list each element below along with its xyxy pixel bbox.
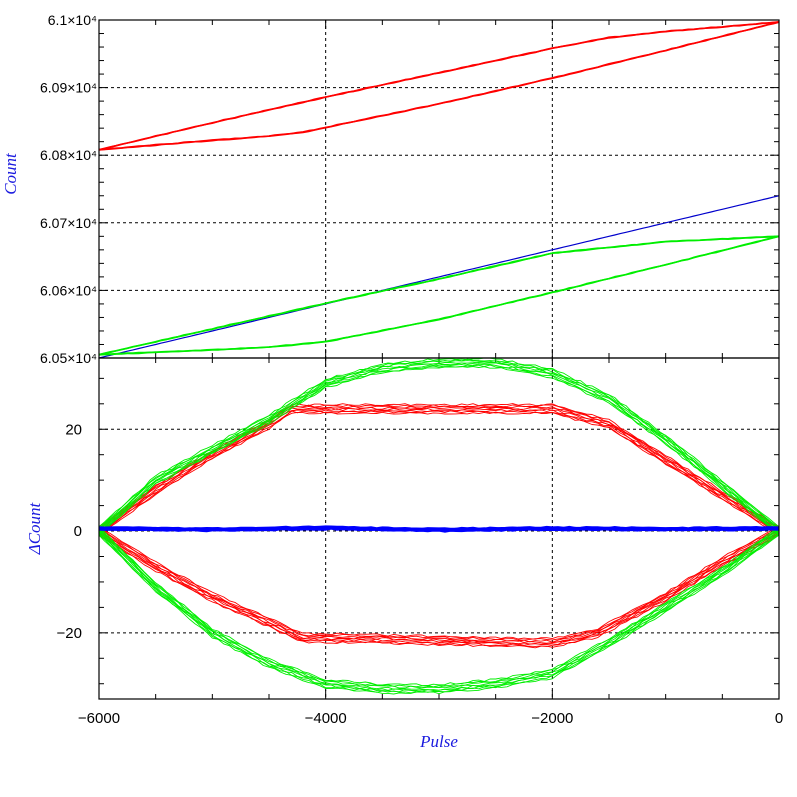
series-line	[98, 21, 780, 151]
series-line	[98, 358, 780, 529]
series-line	[98, 411, 780, 536]
series-line	[98, 360, 780, 530]
series-line	[98, 527, 780, 533]
x-axis-title: Pulse	[419, 732, 458, 751]
series-line	[98, 362, 780, 532]
plot-frame	[98, 357, 780, 700]
y-tick-label: 6.07×10⁴	[40, 215, 97, 231]
x-tick-label: −2000	[531, 710, 573, 727]
series-line	[98, 366, 780, 536]
series-line	[98, 526, 780, 640]
series-line	[98, 235, 780, 356]
series-line	[98, 357, 780, 528]
plot-frame	[98, 19, 780, 359]
series-line	[98, 235, 780, 356]
series-line	[98, 361, 780, 531]
series-line	[98, 528, 780, 689]
series-line	[98, 195, 780, 359]
series-line	[98, 235, 780, 356]
series-line	[98, 533, 780, 647]
y-tick-label: 0	[74, 523, 82, 540]
series-line	[98, 526, 780, 687]
series-line	[98, 531, 780, 691]
series-line	[98, 532, 780, 693]
y-tick-label: 20	[65, 421, 82, 438]
y-tick-label: −20	[57, 625, 82, 642]
series-line	[98, 527, 780, 688]
series-line	[98, 21, 780, 151]
series-line	[98, 534, 780, 649]
x-tick-label: −4000	[305, 710, 347, 727]
series-line	[98, 363, 780, 534]
y-axis-title: ΔCount	[25, 501, 44, 555]
x-tick-label: 0	[775, 710, 783, 727]
y-axis-title: Count	[1, 152, 20, 195]
series-line	[98, 406, 780, 531]
y-tick-label: 6.06×10⁴	[40, 282, 97, 298]
y-tick-label: 6.09×10⁴	[40, 80, 97, 96]
series-line	[98, 21, 780, 151]
series-line	[98, 531, 780, 645]
series-line	[98, 409, 780, 534]
series-line	[98, 407, 780, 533]
series-line	[98, 532, 780, 646]
series-line	[98, 534, 780, 695]
y-tick-label: 6.08×10⁴	[40, 147, 97, 163]
series-line	[98, 529, 780, 690]
series-line	[98, 533, 780, 694]
y-tick-label: 6.1×10⁴	[48, 12, 97, 28]
y-tick-label: 6.05×10⁴	[40, 350, 97, 366]
x-tick-label: −6000	[78, 710, 120, 727]
series-line	[98, 21, 780, 151]
series-line	[98, 235, 780, 356]
